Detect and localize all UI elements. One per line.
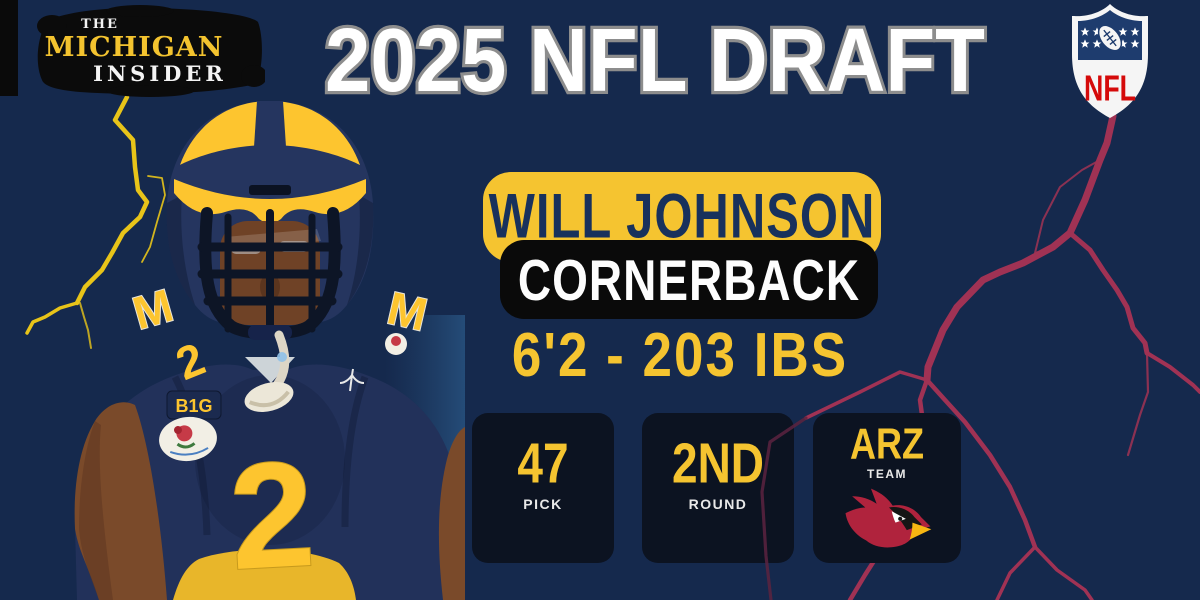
team-value: ARZ (850, 418, 924, 469)
michigan-insider-logo: THE MICHIGAN INSIDER (20, 4, 265, 98)
main-title: 2025 NFL DRAFT (322, 8, 987, 108)
rose-patch-right-shoulder (385, 333, 407, 355)
player-position: CORNERBACK (517, 247, 861, 312)
chest-number: 2 (226, 429, 318, 600)
yellow-lightning-bolt (25, 94, 166, 349)
maroon-lightning-bolt (804, 112, 1200, 600)
pick-value: 47 (517, 431, 569, 495)
facemask (197, 207, 343, 340)
nfl-shield-logo: NFL (1072, 4, 1148, 118)
stat-card-team: ARZ TEAM (813, 413, 961, 563)
arms (74, 402, 465, 600)
brand-the: THE (81, 17, 119, 32)
helmet (166, 101, 374, 340)
nfl-wordmark: NFL (1084, 69, 1136, 109)
cardinal-eye (891, 511, 906, 523)
jumpman-logo-mark (339, 368, 365, 392)
cardinal-pupil (898, 516, 903, 521)
rose-bowl-patch (159, 416, 217, 462)
brand-insider: INSIDER (93, 61, 227, 86)
player-measurables-text: 6'2 - 203 IBS (511, 320, 849, 390)
stat-card-pick: 47 PICK (472, 413, 614, 563)
round-value: 2ND (671, 431, 765, 495)
shield-stars (1080, 27, 1140, 48)
pick-label: PICK (523, 496, 563, 513)
cardinal-beak (909, 522, 932, 540)
brand-michigan: MICHIGAN (44, 32, 224, 63)
big-ten-patch: B1G (166, 390, 222, 420)
cardinal-head (845, 488, 931, 548)
player-measurables: 6'2 - 203 IBS (460, 316, 900, 394)
svg-text:B1G: B1G (175, 396, 212, 416)
arizona-cardinals-logo (845, 488, 932, 548)
helmet-brow-wing (174, 179, 366, 223)
mouthguard (244, 330, 294, 412)
corner-black-strip (0, 0, 18, 96)
player-photo: 2 2 M M B1G (74, 101, 465, 600)
title-text: 2025 NFL DRAFT (325, 11, 985, 108)
brand-blob-shape (37, 5, 265, 97)
shield-football (1097, 24, 1123, 52)
shoulder-m-left: M (127, 279, 178, 340)
player-position-badge: CORNERBACK (500, 240, 878, 319)
pants (173, 549, 356, 600)
team-label: TEAM (867, 466, 907, 481)
round-label: ROUND (688, 496, 748, 513)
stat-card-round: 2ND ROUND (642, 413, 794, 563)
